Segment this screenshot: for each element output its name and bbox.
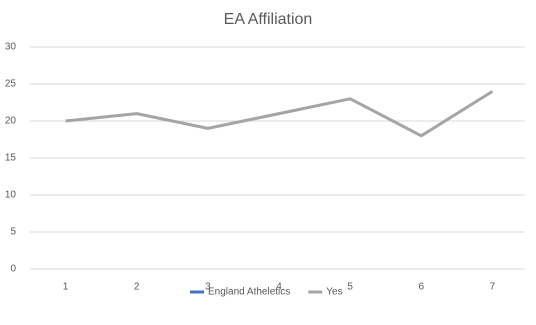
y-tick-label: 10	[5, 190, 17, 201]
y-tick-label: 0	[10, 264, 16, 275]
x-tick-label: 2	[134, 282, 140, 293]
chart-title: EA Affiliation	[224, 11, 313, 28]
series-line	[65, 90, 494, 138]
x-tick-label: 7	[490, 282, 496, 293]
y-tick-label: 15	[5, 153, 17, 164]
y-tick-label: 20	[5, 116, 17, 127]
y-tick-label: 30	[5, 42, 17, 53]
x-tick-label: 4	[276, 282, 282, 293]
x-tick-label: 3	[205, 282, 211, 293]
y-tick-label: 25	[5, 79, 17, 90]
x-tick-label: 5	[347, 282, 353, 293]
x-tick-label: 6	[419, 282, 425, 293]
x-tick-label: 1	[63, 282, 69, 293]
legend-label: Yes	[326, 287, 342, 298]
y-tick-label: 5	[10, 227, 16, 238]
legend-label: England Atheletics	[208, 287, 290, 298]
